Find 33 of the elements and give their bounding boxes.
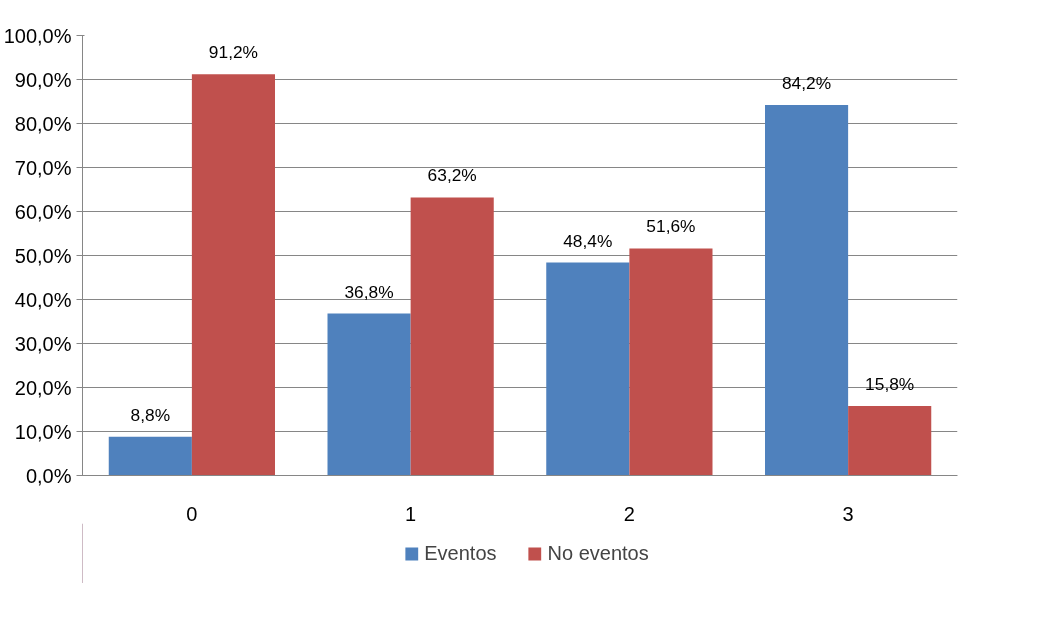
y-tick-label: 80,0% <box>14 112 72 135</box>
y-tick-label: 60,0% <box>14 200 72 223</box>
data-label: 51,6% <box>646 216 696 237</box>
x-tick-label: 0 <box>186 502 198 525</box>
y-tick-label: 0,0% <box>25 464 72 487</box>
bar <box>848 405 932 476</box>
bar <box>546 262 630 476</box>
data-label: 84,2% <box>782 73 832 94</box>
bar <box>191 74 275 476</box>
y-tick-label: 30,0% <box>14 332 72 355</box>
data-label: 8,8% <box>130 404 171 425</box>
y-tick-label: 50,0% <box>14 244 72 267</box>
bar <box>410 197 494 476</box>
y-tick-label: 100,0% <box>3 24 72 47</box>
y-tick-label: 70,0% <box>14 156 72 179</box>
data-label: 36,8% <box>344 281 394 302</box>
data-label: 48,4% <box>563 230 613 251</box>
y-tick-label: 40,0% <box>14 288 72 311</box>
x-tick-label: 3 <box>842 502 854 525</box>
bar <box>327 313 411 476</box>
data-label: 15,8% <box>865 373 915 394</box>
bar <box>629 248 713 476</box>
bar <box>765 105 849 476</box>
legend-label: Eventos <box>424 541 497 565</box>
y-tick-label: 20,0% <box>14 376 72 399</box>
x-tick-label: 1 <box>405 502 417 525</box>
data-label: 91,2% <box>208 42 259 63</box>
y-tick-label: 10,0% <box>14 420 72 443</box>
y-tick-label: 90,0% <box>14 68 72 91</box>
data-label: 63,2% <box>427 165 477 186</box>
legend-label: No eventos <box>547 541 649 565</box>
x-tick-label: 2 <box>623 502 635 525</box>
bar <box>108 436 192 476</box>
